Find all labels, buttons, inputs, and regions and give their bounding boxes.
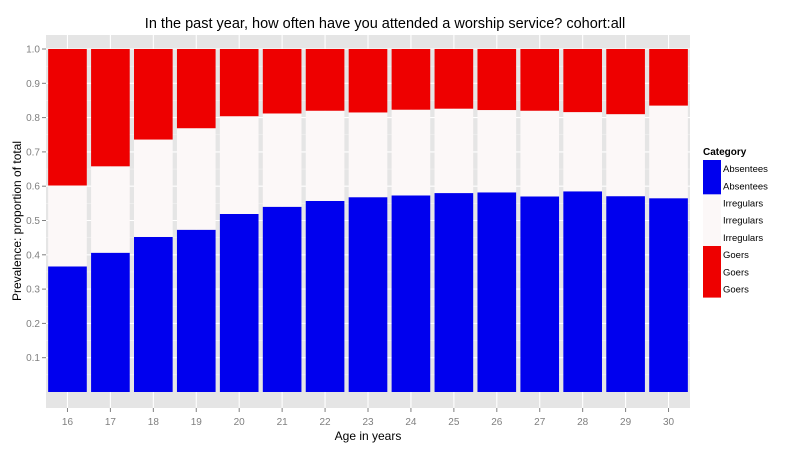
legend-title: Category xyxy=(703,147,747,158)
bar-irregulars-30 xyxy=(649,105,688,199)
bar-irregulars-18 xyxy=(134,139,173,237)
x-tick-label: 25 xyxy=(448,417,460,428)
bar-absentees-17 xyxy=(91,252,130,392)
x-tick-label: 21 xyxy=(277,417,289,428)
y-tick-label: 0.9 xyxy=(26,79,40,90)
legend-label: Irregulars xyxy=(723,199,763,210)
bar-absentees-26 xyxy=(477,192,517,392)
x-tick-label: 29 xyxy=(620,417,632,428)
x-tick-label: 16 xyxy=(62,417,74,428)
bar-irregulars-25 xyxy=(434,108,474,194)
bar-goers-20 xyxy=(219,49,259,117)
legend-label: Absentees xyxy=(723,181,768,192)
legend-items: Absentees Absentees Irregulars Irregulars Ir… xyxy=(703,160,768,298)
bar-irregulars-19 xyxy=(176,128,216,230)
legend-key-1 xyxy=(703,194,721,246)
y-tick-label: 0.4 xyxy=(26,250,40,261)
bar-absentees-27 xyxy=(520,196,560,392)
y-tick-label: 1.0 xyxy=(26,45,40,56)
legend-key-0 xyxy=(703,160,721,195)
bar-irregulars-17 xyxy=(91,166,130,253)
bar-goers-19 xyxy=(176,49,216,129)
x-tick-label: 20 xyxy=(234,417,246,428)
bar-irregulars-21 xyxy=(262,113,302,207)
bar-goers-28 xyxy=(563,49,602,113)
bar-irregulars-29 xyxy=(606,114,645,197)
bar-goers-25 xyxy=(434,49,474,109)
x-tick-label: 24 xyxy=(405,417,417,428)
legend: Category Absentees Absentees Irregulars Irr… xyxy=(703,147,768,298)
y-tick-label: 0.1 xyxy=(26,353,40,364)
bar-absentees-25 xyxy=(434,193,474,392)
bar-absentees-28 xyxy=(563,191,602,392)
bar-goers-18 xyxy=(134,49,173,140)
legend-label: Goers xyxy=(723,250,749,261)
x-tick-label: 27 xyxy=(534,417,546,428)
y-tick-label: 0.2 xyxy=(26,319,40,330)
bar-goers-29 xyxy=(606,49,645,115)
bar-irregulars-27 xyxy=(520,110,560,197)
x-tick-label: 18 xyxy=(148,417,160,428)
bar-goers-26 xyxy=(477,49,517,111)
bar-irregulars-26 xyxy=(477,110,517,193)
bar-irregulars-28 xyxy=(563,112,602,192)
bar-goers-23 xyxy=(348,49,388,113)
bar-irregulars-16 xyxy=(48,185,87,267)
y-axis-ticks: 0.1 0.2 0.3 0.4 0.5 0.6 0.7 0.8 0.9 1.0 xyxy=(26,45,46,364)
x-tick-label: 19 xyxy=(191,417,203,428)
bar-irregulars-20 xyxy=(219,116,259,214)
y-tick-label: 0.6 xyxy=(26,182,40,193)
legend-label: Absentees xyxy=(723,164,768,175)
bar-absentees-16 xyxy=(48,266,87,392)
bar-absentees-22 xyxy=(305,200,345,392)
x-tick-label: 26 xyxy=(491,417,503,428)
bar-absentees-24 xyxy=(391,195,431,392)
x-tick-label: 17 xyxy=(105,417,117,428)
x-axis-ticks: 16 17 18 19 20 21 22 23 24 25 26 27 28 29 30 xyxy=(62,408,675,428)
bar-goers-22 xyxy=(305,49,345,111)
y-tick-label: 0.7 xyxy=(26,147,40,158)
legend-label: Goers xyxy=(723,267,749,278)
legend-label: Goers xyxy=(723,285,749,296)
bar-absentees-18 xyxy=(134,236,173,392)
bar-goers-16 xyxy=(48,49,87,186)
legend-key-2 xyxy=(703,246,721,298)
legend-label: Irregulars xyxy=(723,233,763,244)
y-tick-label: 0.8 xyxy=(26,113,40,124)
bar-absentees-20 xyxy=(219,213,259,392)
bar-absentees-19 xyxy=(176,229,216,392)
x-tick-label: 28 xyxy=(577,417,589,428)
x-axis-title: Age in years xyxy=(335,429,402,443)
bar-absentees-21 xyxy=(262,206,302,392)
bars xyxy=(48,49,688,392)
bar-irregulars-24 xyxy=(391,109,431,196)
bar-goers-21 xyxy=(262,49,302,114)
chart-title: In the past year, how often have you att… xyxy=(145,16,625,32)
legend-label: Irregulars xyxy=(723,216,763,227)
bar-irregulars-23 xyxy=(348,112,388,198)
bar-absentees-23 xyxy=(348,197,388,392)
x-tick-label: 22 xyxy=(320,417,332,428)
y-tick-label: 0.3 xyxy=(26,285,40,296)
bar-goers-30 xyxy=(649,49,688,106)
x-tick-label: 30 xyxy=(663,417,675,428)
bar-irregulars-22 xyxy=(305,110,345,201)
bar-goers-24 xyxy=(391,49,431,110)
bar-goers-17 xyxy=(91,49,130,167)
bar-goers-27 xyxy=(520,49,560,111)
bar-absentees-30 xyxy=(649,198,688,392)
x-tick-label: 23 xyxy=(362,417,374,428)
y-tick-label: 0.5 xyxy=(26,216,40,227)
y-axis-title: Prevalence: proportion of total xyxy=(10,141,24,301)
bar-absentees-29 xyxy=(606,196,645,392)
